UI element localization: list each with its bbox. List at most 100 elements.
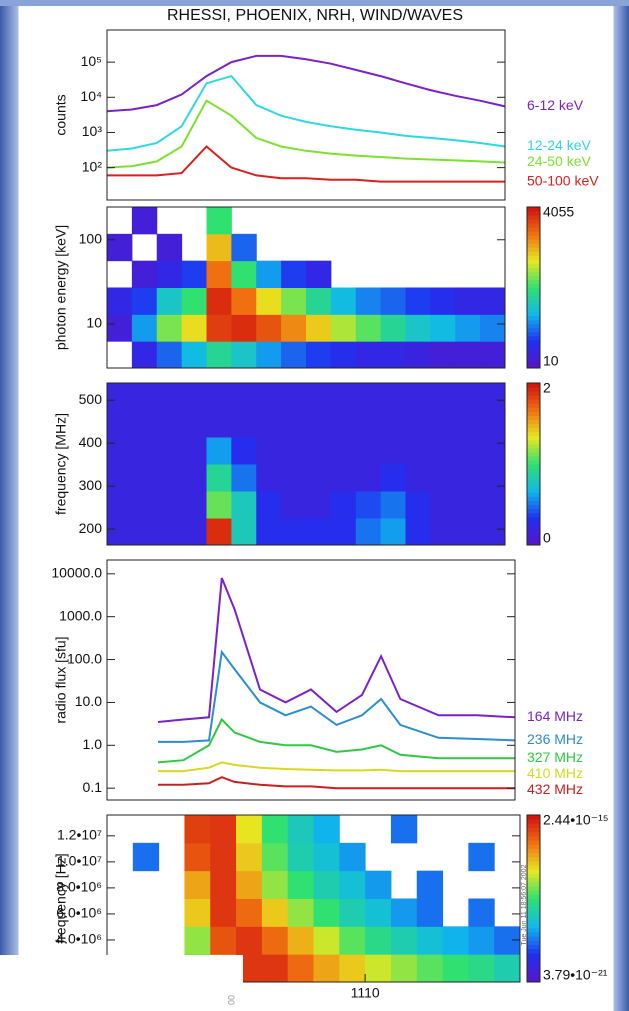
- heat-cell: [430, 341, 456, 369]
- colorbar-step: [527, 894, 540, 899]
- heat-cell: [107, 383, 133, 411]
- legend-label: 164 MHz: [527, 708, 583, 724]
- heat-cell: [156, 383, 183, 411]
- colorbar-step: [527, 255, 540, 260]
- colorbar-step: [527, 902, 540, 908]
- colorbar-step: [527, 484, 540, 489]
- heat-cell: [405, 491, 431, 519]
- chart-title: RHESSI, PHOENIX, NRH, WIND/WAVES: [167, 7, 463, 24]
- heat-cell: [468, 842, 495, 872]
- heat-cell: [231, 437, 257, 465]
- heat-cell: [306, 464, 332, 492]
- heat-cell: [231, 383, 257, 411]
- heat-cell: [330, 383, 357, 411]
- colorbar-step: [527, 877, 540, 883]
- heat-cell: [181, 383, 207, 411]
- heat-cell: [256, 287, 282, 315]
- heat-cell: [256, 314, 282, 342]
- series-line: [158, 761, 515, 773]
- top-band: [0, 0, 629, 6]
- heat-cell: [455, 287, 481, 315]
- heat-cell: [339, 898, 366, 927]
- heat-cell: [468, 926, 495, 955]
- legend-label: 50-100 keV: [527, 172, 599, 188]
- colorbar-label: 2.44•10⁻¹⁵: [543, 812, 609, 828]
- colorbar-step: [527, 898, 540, 904]
- heat-cell: [480, 287, 506, 315]
- heat-cell: [181, 260, 207, 288]
- heat-cell: [430, 491, 456, 519]
- colorbar-step: [527, 335, 540, 341]
- heat-cell: [390, 815, 418, 844]
- heat-cell: [231, 410, 257, 438]
- heat-cell: [330, 410, 357, 438]
- heat-cell: [468, 954, 495, 983]
- colorbar-step: [527, 215, 540, 220]
- legend-label: 236 MHz: [527, 731, 583, 747]
- heat-cell: [365, 954, 392, 983]
- colorbar-step: [527, 315, 540, 321]
- heat-cell: [156, 233, 183, 262]
- heat-cell: [261, 815, 289, 844]
- heat-cell: [306, 437, 332, 465]
- heat-cell: [236, 870, 263, 899]
- heat-cell: [330, 437, 357, 465]
- colorbar-step: [527, 468, 540, 473]
- heat-cell: [281, 314, 307, 342]
- colorbar-step: [527, 307, 540, 313]
- colorbar-step: [527, 347, 540, 353]
- heat-cell: [261, 898, 289, 927]
- heat-cell: [380, 518, 406, 546]
- y-tick-label: 1.0•10⁷: [57, 853, 102, 869]
- colorbar-step: [527, 443, 540, 449]
- colorbar-step: [527, 815, 540, 820]
- heat-cell: [206, 437, 232, 465]
- heat-cell: [480, 410, 506, 438]
- heat-cell: [416, 898, 444, 927]
- heat-cell: [107, 410, 133, 438]
- heat-cell: [281, 260, 307, 288]
- colorbar-step: [527, 323, 540, 329]
- heat-cell: [380, 287, 406, 315]
- heat-cell: [281, 410, 307, 438]
- heat-cell: [210, 815, 237, 844]
- heat-cell: [287, 926, 314, 955]
- heat-cell: [206, 464, 232, 492]
- colorbar-step: [527, 856, 540, 862]
- y-tick-label: 1.0: [83, 736, 103, 752]
- heat-cell: [181, 341, 207, 369]
- heat-cell: [231, 518, 257, 546]
- heat-cell: [181, 464, 207, 492]
- heat-cell: [210, 926, 237, 955]
- colorbar-step: [527, 973, 540, 979]
- colorbar-label: 10: [543, 353, 559, 369]
- y-tick-label: 1000.0: [59, 607, 102, 623]
- colorbar-step: [527, 311, 540, 317]
- heat-cell: [231, 314, 257, 342]
- heat-cell: [107, 491, 133, 519]
- heat-cell: [236, 842, 263, 872]
- heat-cell: [181, 437, 207, 465]
- heat-cell: [206, 207, 232, 235]
- heat-cell: [261, 842, 289, 872]
- heat-cell: [455, 518, 481, 546]
- colorbar-step: [527, 355, 540, 361]
- colorbar-step: [527, 219, 540, 224]
- heat-cell: [416, 926, 444, 955]
- heat-cell: [330, 491, 357, 519]
- heat-cell: [306, 314, 332, 342]
- colorbar-step: [527, 819, 540, 824]
- heat-cell: [313, 898, 340, 927]
- colorbar-step: [527, 952, 540, 958]
- heat-cell: [107, 437, 133, 465]
- heat-cell: [405, 383, 431, 411]
- heat-cell: [430, 518, 456, 546]
- heat-cell: [355, 410, 382, 438]
- colorbar-step: [527, 455, 540, 461]
- y-tick-label: 10³: [82, 123, 103, 139]
- heat-cell: [430, 383, 456, 411]
- plot-frame: [106, 382, 506, 546]
- colorbar-step: [527, 271, 540, 276]
- colorbar-step: [527, 831, 540, 837]
